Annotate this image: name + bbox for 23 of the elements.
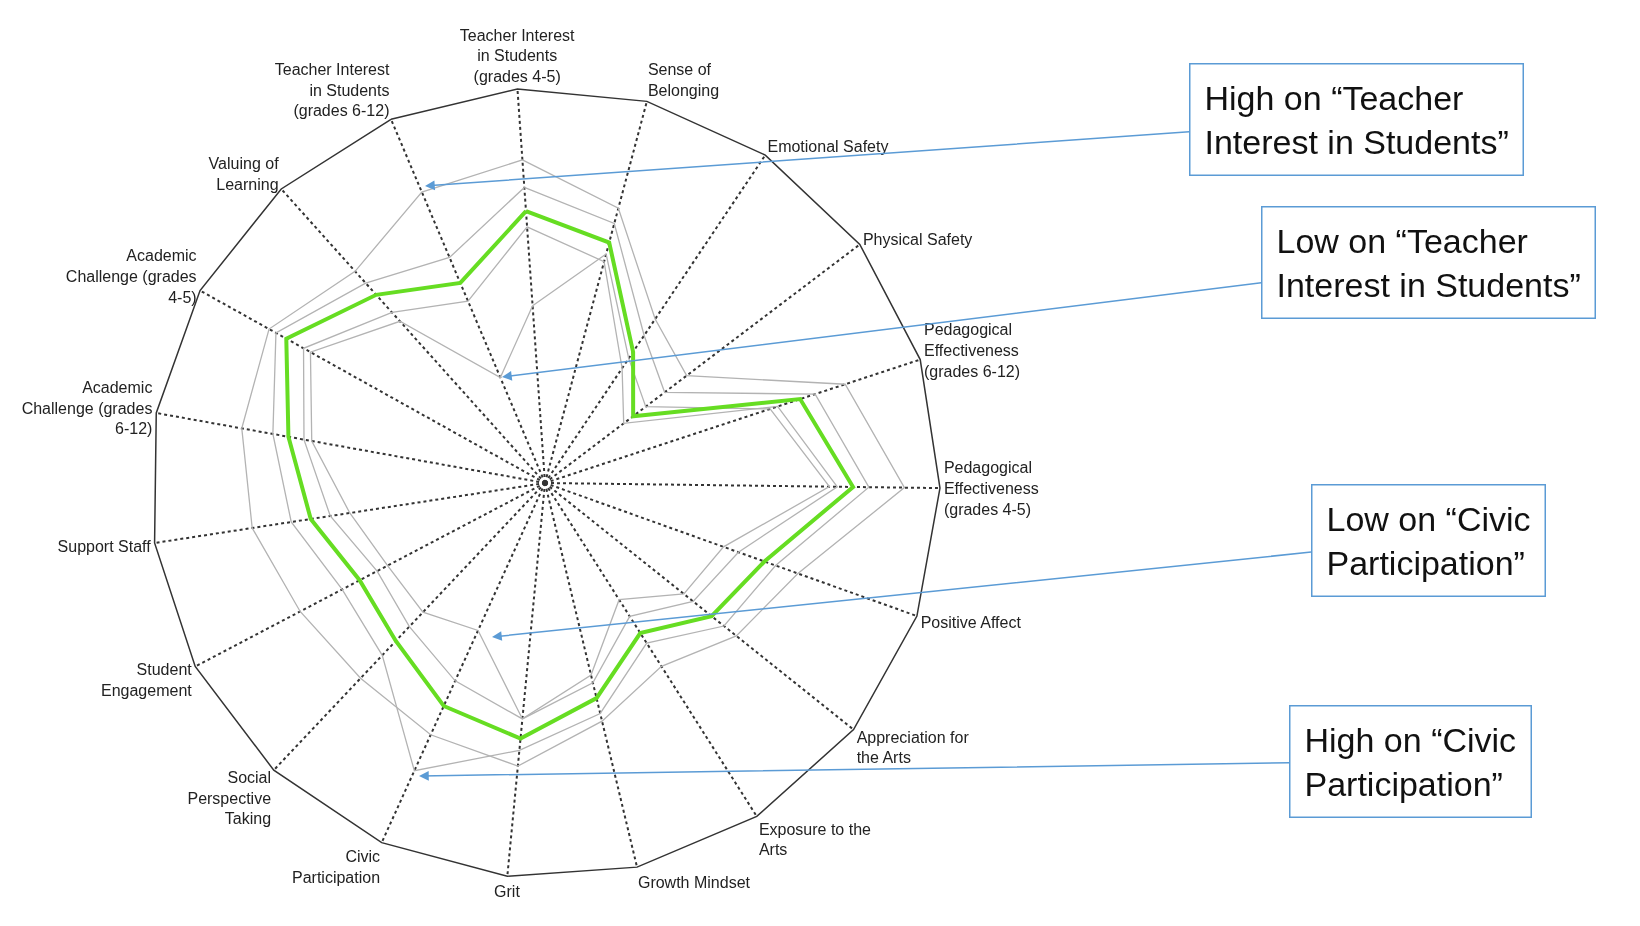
text: High on “Teacher Interest in Students” <box>1204 78 1509 161</box>
spoke-label: Pedagogical Effectiveness (grades 4-5) <box>943 459 1039 518</box>
spoke-label: Teacher Interest in Students (grades 4-5) <box>459 26 576 86</box>
spoke-label: Academic Challenge (grades 6-12) <box>21 378 153 438</box>
spoke-label: Growth Mindset <box>637 873 751 891</box>
spoke-label: Support Staff <box>57 537 152 555</box>
spoke-label: Civic Participation <box>292 848 381 887</box>
spoke-label: Pedagogical Effectiveness (grades 6-12) <box>923 321 1021 380</box>
spoke-label: Positive Affect <box>920 614 1022 632</box>
spoke-label: Student Engagement <box>100 661 193 699</box>
text: Low on “Civic Participation” <box>1326 499 1531 582</box>
spoke-label: Social Perspective Taking <box>187 768 272 828</box>
spoke-label: Emotional Safety <box>767 138 889 156</box>
spoke-label: Grit <box>494 882 521 900</box>
spoke-label: Academic Challenge (grades 4-5) <box>65 247 197 306</box>
spoke-label: Valuing of Learning <box>208 155 280 194</box>
text: High on “Civic Participation” <box>1304 720 1517 803</box>
spoke-label: Appreciation for the Arts <box>856 728 970 767</box>
spoke-label: Sense of Belonging <box>647 61 720 100</box>
text: Low on “Teacher Interest in Students” <box>1276 221 1581 304</box>
spoke-label: Teacher Interest in Students (grades 6-12) <box>274 60 390 120</box>
spoke-label: Exposure to the Arts <box>758 820 872 859</box>
spoke-label: Physical Safety <box>862 230 973 248</box>
